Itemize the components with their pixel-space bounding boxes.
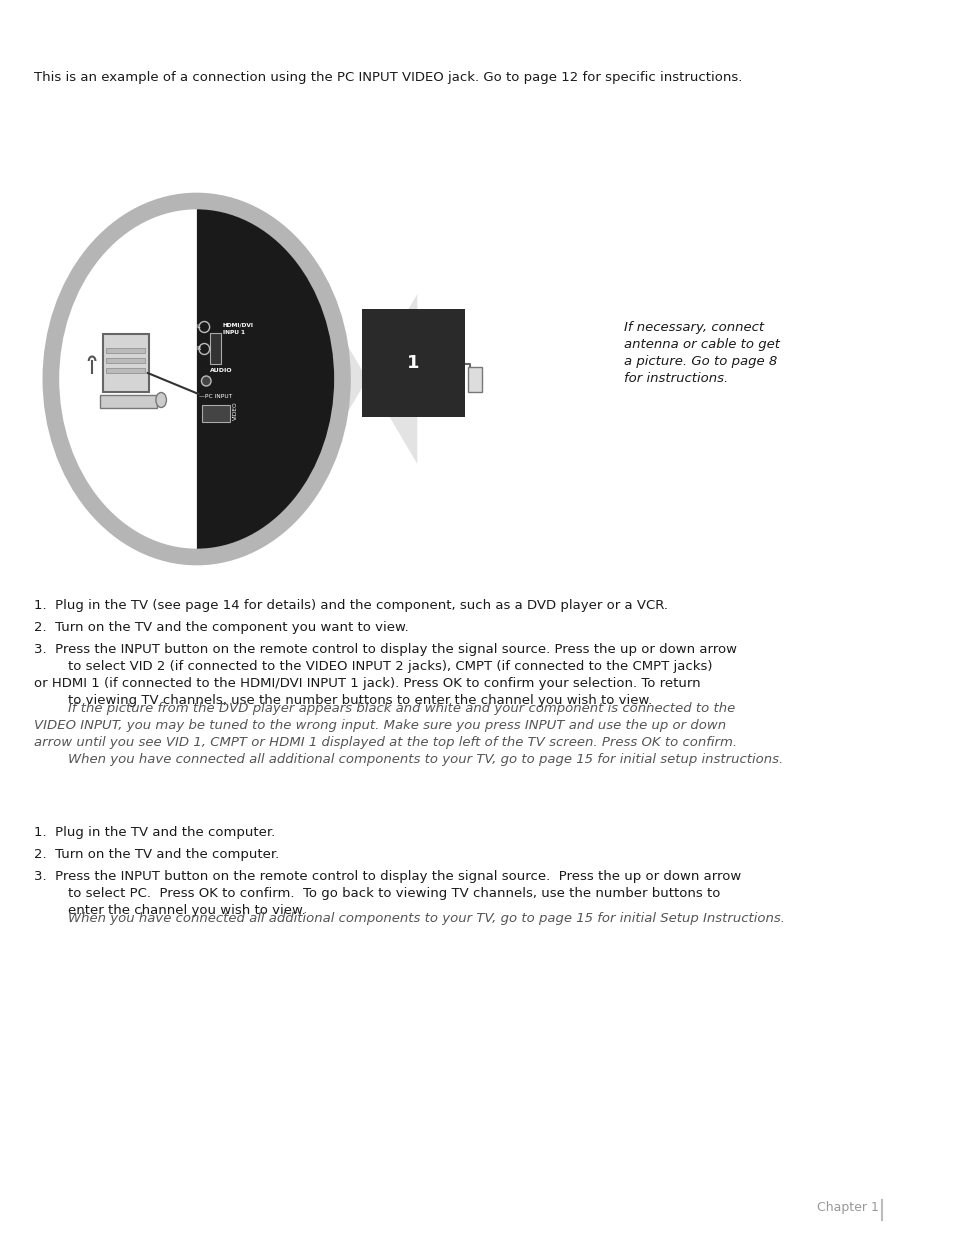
- FancyBboxPatch shape: [210, 332, 221, 364]
- FancyBboxPatch shape: [107, 368, 145, 373]
- Circle shape: [201, 376, 211, 386]
- Text: —PC INPUT: —PC INPUT: [198, 395, 232, 400]
- Text: This is an example of a connection using the PC INPUT VIDEO jack. Go to page 12 : This is an example of a connection using…: [33, 72, 741, 84]
- Ellipse shape: [155, 392, 166, 407]
- FancyBboxPatch shape: [467, 366, 481, 391]
- Text: to select PC.  Press OK to confirm.  To go back to viewing TV channels, use the : to select PC. Press OK to confirm. To go…: [33, 887, 720, 900]
- Text: VIDEO: VIDEO: [233, 402, 237, 421]
- Text: If necessary, connect: If necessary, connect: [623, 321, 763, 334]
- FancyBboxPatch shape: [202, 405, 230, 422]
- Text: or HDMI 1 (if connected to the HDMI/DVI INPUT 1 jack). Press OK to confirm your : or HDMI 1 (if connected to the HDMI/DVI …: [33, 677, 700, 690]
- Text: INPU 1: INPU 1: [222, 331, 244, 336]
- Text: to viewing TV channels, use the number buttons to enter the channel you wish to : to viewing TV channels, use the number b…: [33, 694, 651, 707]
- Text: a picture. Go to page 8: a picture. Go to page 8: [623, 355, 776, 368]
- FancyBboxPatch shape: [103, 334, 149, 392]
- Text: AUDIO: AUDIO: [210, 369, 233, 374]
- FancyBboxPatch shape: [100, 395, 156, 407]
- Text: When you have connected all additional components to your TV, go to page 15 for : When you have connected all additional c…: [33, 912, 783, 926]
- Text: arrow until you see VID 1, CMPT or HDMI 1 displayed at the top left of the TV sc: arrow until you see VID 1, CMPT or HDMI …: [33, 735, 736, 749]
- Text: 1.  Plug in the TV (see page 14 for details) and the component, such as a DVD pl: 1. Plug in the TV (see page 14 for detai…: [33, 598, 667, 612]
- Text: HDMI/DVI: HDMI/DVI: [222, 322, 253, 327]
- FancyBboxPatch shape: [372, 329, 455, 396]
- Text: 2.  Turn on the TV and the component you want to view.: 2. Turn on the TV and the component you …: [33, 621, 408, 634]
- Text: R: R: [196, 347, 200, 352]
- Text: for instructions.: for instructions.: [623, 371, 727, 385]
- Text: antenna or cable to get: antenna or cable to get: [623, 338, 779, 350]
- Polygon shape: [196, 201, 342, 557]
- Polygon shape: [51, 201, 196, 557]
- Text: L: L: [196, 325, 200, 329]
- Text: 3.  Press the INPUT button on the remote control to display the signal source. P: 3. Press the INPUT button on the remote …: [33, 643, 736, 656]
- Text: 2.  Turn on the TV and the computer.: 2. Turn on the TV and the computer.: [33, 848, 278, 861]
- FancyBboxPatch shape: [107, 348, 145, 353]
- Text: When you have connected all additional components to your TV, go to page 15 for : When you have connected all additional c…: [33, 753, 782, 766]
- Text: 1.  Plug in the TV and the computer.: 1. Plug in the TV and the computer.: [33, 826, 274, 839]
- Text: 3.  Press the INPUT button on the remote control to display the signal source.  : 3. Press the INPUT button on the remote …: [33, 870, 740, 884]
- Text: 1: 1: [407, 354, 419, 371]
- FancyBboxPatch shape: [380, 339, 446, 387]
- Text: VIDEO INPUT, you may be tuned to the wrong input. Make sure you press INPUT and : VIDEO INPUT, you may be tuned to the wro…: [33, 719, 725, 732]
- Text: to select VID 2 (if connected to the VIDEO INPUT 2 jacks), CMPT (if connected to: to select VID 2 (if connected to the VID…: [33, 660, 711, 673]
- Text: Chapter 1: Chapter 1: [816, 1201, 878, 1214]
- FancyBboxPatch shape: [107, 358, 145, 363]
- Text: enter the channel you wish to view.: enter the channel you wish to view.: [33, 905, 305, 917]
- Text: If the picture from the DVD player appears black and white and your component is: If the picture from the DVD player appea…: [33, 702, 734, 714]
- Polygon shape: [335, 294, 416, 464]
